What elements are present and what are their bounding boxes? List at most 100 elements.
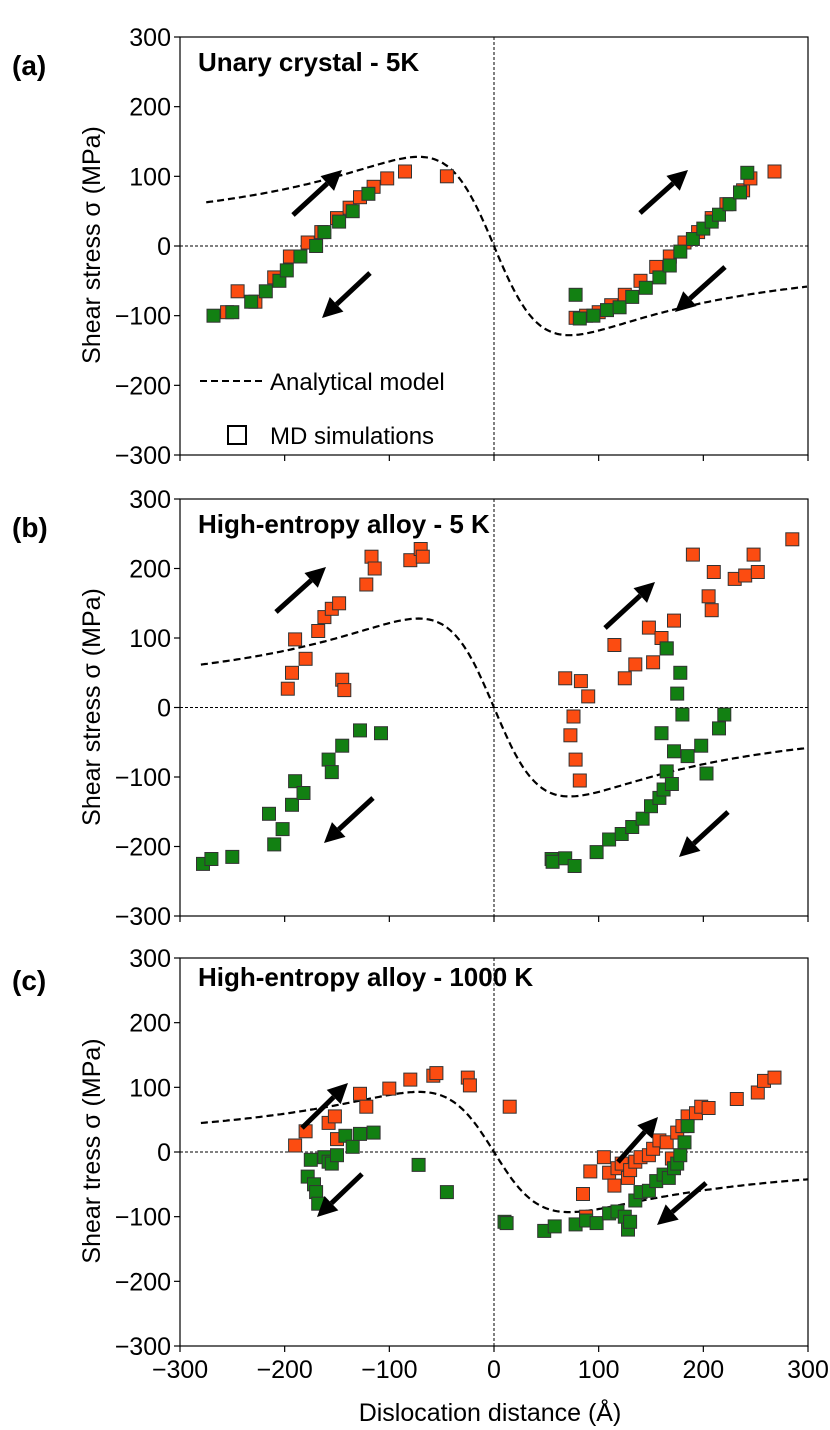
backward-sim-point — [625, 289, 640, 304]
backward-sim-point — [366, 1125, 381, 1140]
forward-sim-point — [746, 547, 761, 562]
forward-sim-point — [659, 1135, 674, 1150]
backward-sim-point — [309, 239, 324, 253]
backward-sim-point — [680, 749, 695, 764]
backward-sim-point — [272, 273, 287, 288]
forward-sim-point — [617, 671, 632, 686]
backward-sim-point — [296, 786, 311, 800]
backward-sim-point — [374, 726, 388, 741]
backward-sim-point — [288, 774, 303, 789]
backward-sim-point — [317, 225, 332, 240]
forward-sim-point — [573, 674, 588, 689]
forward-sim-point — [403, 1072, 418, 1087]
backward-sim-point — [345, 1139, 360, 1154]
forward-sim-point — [685, 547, 700, 562]
x-tick-label: 200 — [682, 1356, 724, 1384]
panel-c: (c) High-entropy alloy - 1000 K Shear tr… — [12, 945, 829, 1427]
backward-sim-point — [345, 204, 360, 219]
forward-sim-point — [596, 1150, 611, 1165]
backward-sim-point — [602, 832, 617, 847]
backward-sim-point — [673, 665, 688, 680]
x-tick-label: −300 — [152, 1356, 208, 1384]
y-tick-label: 300 — [129, 945, 171, 973]
y-tick-label: 100 — [129, 625, 171, 653]
panel-title: High-entropy alloy - 1000 K — [198, 962, 533, 992]
y-tick-label: 300 — [129, 486, 171, 514]
legend-model-label: Analytical model — [270, 369, 445, 396]
y-tick-label: 0 — [157, 695, 171, 723]
y-tick-label: −300 — [115, 442, 171, 470]
forward-sim-point — [285, 665, 299, 680]
backward-sim-point — [680, 1119, 695, 1134]
panel-title: High-entropy alloy - 5 K — [198, 509, 490, 539]
backward-sim-point — [330, 1148, 344, 1163]
backward-sim-point — [600, 303, 614, 318]
backward-sim-point — [244, 294, 259, 309]
backward-sim-point — [675, 707, 690, 722]
backward-sim-point — [673, 244, 688, 259]
backward-sim-point — [225, 849, 240, 864]
forward-sim-point — [415, 549, 430, 564]
backward-sim-point — [303, 1152, 318, 1167]
forward-sim-point — [581, 689, 596, 704]
backward-sim-point — [712, 721, 726, 736]
backward-sim-point — [699, 766, 714, 781]
backward-sim-point — [204, 852, 219, 866]
direction-arrow-head — [304, 567, 326, 588]
forward-sim-point — [628, 657, 643, 672]
backward-sim-point — [267, 837, 282, 852]
forward-sim-point — [738, 568, 753, 583]
direction-arrow-shaft — [670, 1181, 708, 1214]
direction-arrow-shaft — [692, 810, 730, 846]
forward-sim-point — [311, 624, 326, 638]
forward-sim-point — [767, 164, 782, 179]
forward-sim-point — [337, 683, 352, 698]
forward-sim-point — [359, 577, 374, 592]
forward-sim-point — [367, 561, 382, 576]
forward-sim-point — [382, 1081, 397, 1096]
y-tick-label: 200 — [129, 94, 171, 122]
backward-sim-point — [589, 845, 604, 860]
backward-sim-point — [225, 305, 240, 320]
backward-sim-point — [740, 165, 755, 180]
forward-sim-point — [607, 638, 622, 652]
forward-sim-point — [502, 1099, 517, 1114]
direction-arrow-head — [322, 297, 344, 318]
forward-sim-point — [701, 589, 716, 604]
backward-sim-point — [206, 308, 221, 323]
backward-sim-point — [733, 185, 747, 200]
y-tick-label: −300 — [115, 903, 171, 931]
x-tick-label: 0 — [487, 1356, 501, 1384]
forward-sim-point — [288, 632, 303, 647]
y-tick-label: −200 — [115, 834, 171, 862]
forward-sim-point — [398, 164, 412, 179]
analytical-model-curve — [206, 155, 808, 337]
backward-sim-point — [625, 820, 640, 834]
backward-sim-point — [635, 811, 650, 826]
forward-sim-point — [429, 1066, 444, 1081]
forward-sim-point — [353, 1086, 367, 1101]
legend-sim-marker — [227, 425, 247, 445]
backward-sim-point — [439, 1185, 454, 1200]
forward-sim-point — [750, 565, 765, 579]
backward-sim-point — [652, 270, 667, 285]
y-tick-label: 300 — [129, 24, 171, 52]
x-axis-label: Dislocation distance (Å) — [359, 1397, 622, 1427]
backward-sim-point — [685, 232, 700, 246]
forward-sim-point — [280, 681, 295, 696]
backward-sim-point — [712, 207, 726, 222]
backward-sim-point — [262, 806, 276, 821]
x-tick-label: 100 — [578, 1356, 620, 1384]
forward-sim-point — [767, 1070, 782, 1085]
backward-sim-point — [664, 777, 679, 791]
backward-sim-point — [332, 214, 347, 229]
direction-arrow-head — [320, 170, 342, 191]
backward-sim-point — [324, 765, 339, 780]
direction-arrow-head — [637, 1117, 658, 1139]
forward-sim-point — [568, 752, 583, 767]
forward-sim-point — [576, 1187, 590, 1201]
backward-sim-point — [623, 1214, 638, 1229]
y-tick-label: 0 — [157, 1139, 171, 1167]
direction-arrow-shaft — [337, 796, 375, 832]
